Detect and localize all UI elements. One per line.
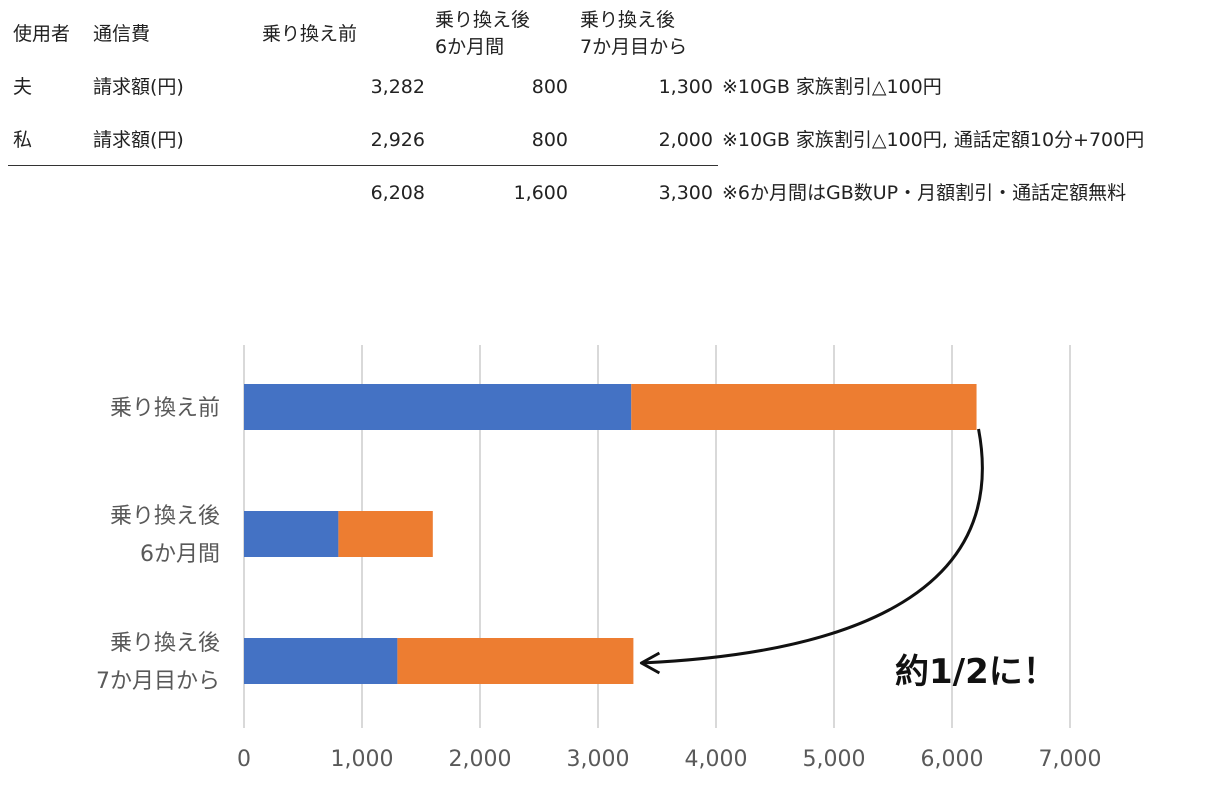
- header-before: 乗り換え前: [262, 23, 358, 45]
- row-1-before: 3,282: [370, 76, 425, 98]
- row-1-type: 請求額(円): [93, 76, 184, 98]
- header-after7-line2: 7か月目から: [580, 36, 688, 58]
- arrow-head: [639, 651, 661, 675]
- category-label: 乗り換え後: [110, 504, 220, 529]
- table-divider: [8, 165, 718, 166]
- x-tick-labels: 0 1,000 2,000 3,000 4,000 5,000 6,000 7,000: [237, 747, 1101, 772]
- category-label: 乗り換え前: [110, 396, 220, 421]
- x-tick-label: 5,000: [803, 747, 866, 772]
- header-after7-line1: 乗り換え後: [580, 9, 676, 31]
- row-1-after6: 800: [531, 76, 568, 98]
- x-tick-label: 6,000: [921, 747, 984, 772]
- header-type: 通信費: [93, 23, 151, 45]
- bar-segment: [244, 638, 398, 684]
- row-2-before: 2,926: [370, 129, 425, 151]
- header-user: 使用者: [13, 23, 71, 45]
- row-2-after7: 2,000: [658, 129, 713, 151]
- row-1-user: 夫: [13, 76, 33, 98]
- annotation-arrow: [641, 428, 984, 665]
- category-label: 乗り換え後: [110, 631, 220, 656]
- row-2-user: 私: [13, 129, 33, 151]
- annotation-text: 約1/2に！: [895, 652, 1057, 692]
- bars: [244, 384, 977, 684]
- x-tick-label: 2,000: [449, 747, 512, 772]
- row-2-note: ※10GB 家族割引△100円, 通話定額10分+700円: [722, 129, 1145, 151]
- bar-segment: [631, 384, 977, 430]
- header-after6-line1: 乗り換え後: [435, 9, 531, 31]
- row-1-after7: 1,300: [658, 76, 713, 98]
- bar-segment: [244, 511, 339, 557]
- bar-segment: [244, 384, 632, 430]
- row-2-type: 請求額(円): [93, 129, 184, 151]
- annotation: 約1/2に！: [639, 428, 1057, 692]
- total-before: 6,208: [370, 182, 425, 204]
- total-after7: 3,300: [658, 182, 713, 204]
- row-2-after6: 800: [531, 129, 568, 151]
- x-tick-label: 0: [237, 747, 251, 772]
- category-label: 6か月間: [140, 542, 220, 567]
- x-tick-label: 3,000: [567, 747, 630, 772]
- header-after6-line2: 6か月間: [435, 36, 505, 58]
- bar-segment: [338, 511, 433, 557]
- total-after6: 1,600: [513, 182, 568, 204]
- total-note: ※6か月間はGB数UP・月額割引・通話定額無料: [722, 182, 1127, 204]
- x-tick-label: 4,000: [685, 747, 748, 772]
- category-label: 7か月目から: [96, 669, 220, 694]
- bar-segment: [397, 638, 634, 684]
- row-1-note: ※10GB 家族割引△100円: [722, 76, 942, 98]
- x-tick-label: 1,000: [331, 747, 394, 772]
- x-tick-label: 7,000: [1039, 747, 1102, 772]
